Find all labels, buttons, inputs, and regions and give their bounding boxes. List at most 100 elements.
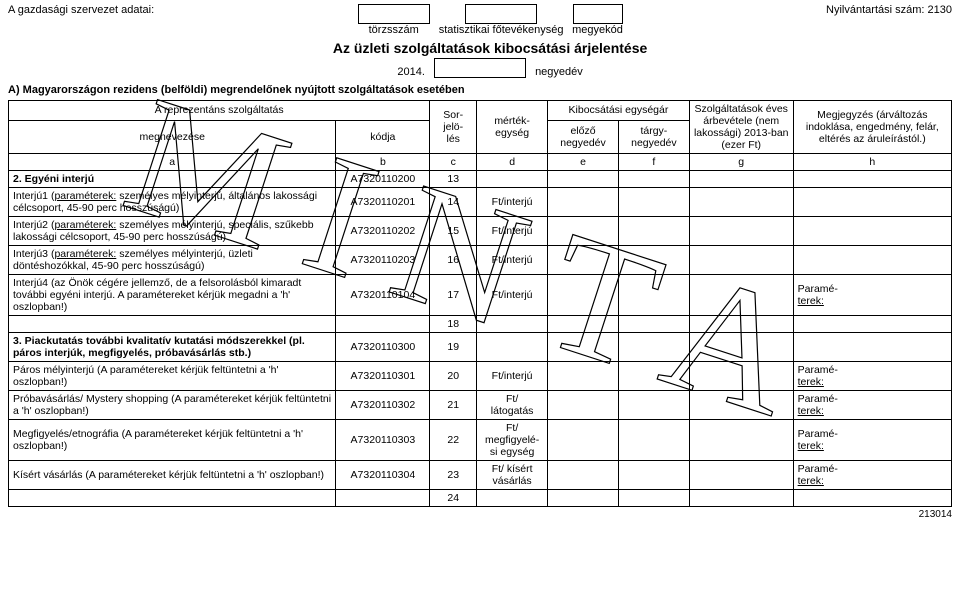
header-row: A gazdasági szervezet adatai: törzsszám … [8,4,952,78]
cell-sorszam: 24 [430,490,477,507]
cell-targy [618,171,689,188]
th-mertekegyseg: mérték- egység [477,101,548,154]
cell-notes [793,246,951,275]
quarter-box[interactable] [434,58,526,78]
cell-notes: Paramé-terek: [793,391,951,420]
table-row: 18 [9,316,952,333]
section-a-title: A) Magyarországon rezidens (belföldi) me… [8,84,952,96]
th-revenue: Szolgáltatások éves árbevétele (nem lako… [689,101,793,154]
registration-number: Nyilvántartási szám: 2130 [826,4,952,16]
cell-elozo [548,362,619,391]
cell-notes: Paramé-terek: [793,362,951,391]
cell-targy [618,333,689,362]
th-letter-e: e [548,154,619,171]
cell-kod: A7320110301 [336,362,430,391]
fotevekenyseg-box[interactable] [465,4,537,24]
table-row: Interjú2 (paraméterek: személyes mélyint… [9,217,952,246]
cell-targy [618,362,689,391]
cell-notes: Paramé-terek: [793,420,951,461]
th-unitprice: Kibocsátási egységár [548,101,690,121]
cell-notes [793,316,951,333]
cell-revenue [689,362,793,391]
th-megnevezes: megnevezése [9,120,336,153]
table-row: Interjú3 (paraméterek: személyes mélyint… [9,246,952,275]
box1-group: törzsszám [352,4,436,36]
cell-elozo [548,461,619,490]
cell-megnevezes: 2. Egyéni interjú [9,171,336,188]
th-targy: tárgy- negyedév [618,120,689,153]
cell-sorszam: 17 [430,275,477,316]
th-notes: Megjegyzés (árváltozás indoklása, engedm… [793,101,951,154]
cell-elozo [548,316,619,333]
box1-label: törzsszám [369,24,419,36]
box3-label: megyekód [572,24,623,36]
cell-kod: A7320110304 [336,461,430,490]
megyekod-box[interactable] [573,4,623,24]
year-text: 2014. [397,66,425,78]
cell-megnevezes [9,490,336,507]
cell-sorszam: 20 [430,362,477,391]
table-row: 24 [9,490,952,507]
cell-elozo [548,188,619,217]
cell-notes [793,490,951,507]
cell-elozo [548,246,619,275]
cell-kod: A7320110202 [336,217,430,246]
th-letter-a: a [9,154,336,171]
cell-elozo [548,391,619,420]
cell-megnevezes: Interjú3 (paraméterek: személyes mélyint… [9,246,336,275]
cell-megnevezes: Kísért vásárlás (A paramétereket kérjük … [9,461,336,490]
cell-mertek: Ft/interjú [477,217,548,246]
cell-megnevezes: 3. Piackutatás további kvalitatív kutatá… [9,333,336,362]
cell-mertek [477,333,548,362]
cell-mertek: Ft/ megfigyelé- si egység [477,420,548,461]
cell-elozo [548,420,619,461]
cell-megnevezes: Páros mélyinterjú (A paramétereket kérjü… [9,362,336,391]
cell-megnevezes: Próbavásárlás/ Mystery shopping (A param… [9,391,336,420]
cell-notes [793,171,951,188]
cell-targy [618,275,689,316]
table-row: Kísért vásárlás (A paramétereket kérjük … [9,461,952,490]
cell-mertek: Ft/interjú [477,246,548,275]
cell-sorszam: 23 [430,461,477,490]
cell-kod [336,316,430,333]
cell-targy [618,490,689,507]
cell-megnevezes: Megfigyelés/etnográfia (A paramétereket … [9,420,336,461]
cell-targy [618,391,689,420]
cell-kod [336,490,430,507]
cell-mertek: Ft/interjú [477,188,548,217]
th-letter-g: g [689,154,793,171]
cell-notes [793,188,951,217]
cell-mertek: Ft/ látogatás [477,391,548,420]
box2-group: statisztikai főtevékenység [439,4,564,36]
cell-kod: A7320110203 [336,246,430,275]
cell-mertek [477,490,548,507]
cell-revenue [689,420,793,461]
cell-sorszam: 13 [430,171,477,188]
cell-notes: Paramé-terek: [793,461,951,490]
cell-mertek [477,171,548,188]
cell-sorszam: 16 [430,246,477,275]
th-service: A reprezentáns szolgáltatás [9,101,430,121]
cell-revenue [689,188,793,217]
table-row: 2. Egyéni interjúA732011020013 [9,171,952,188]
table-row: Interjú1 (paraméterek: személyes mélyint… [9,188,952,217]
cell-notes [793,217,951,246]
cell-megnevezes: Interjú2 (paraméterek: személyes mélyint… [9,217,336,246]
cell-elozo [548,171,619,188]
th-elozo: előző negyedév [548,120,619,153]
th-letter-f: f [618,154,689,171]
table-row: Interjú4 (az Önök cégére jellemző, de a … [9,275,952,316]
cell-revenue [689,275,793,316]
th-letter-c: c [430,154,477,171]
cell-revenue [689,461,793,490]
cell-targy [618,420,689,461]
cell-kod: A7320110303 [336,420,430,461]
cell-targy [618,246,689,275]
cell-megnevezes: Interjú4 (az Önök cégére jellemző, de a … [9,275,336,316]
cell-kod: A7320110302 [336,391,430,420]
quarter-label: negyedév [535,66,583,78]
torzsszam-box[interactable] [358,4,430,24]
cell-revenue [689,333,793,362]
cell-revenue [689,246,793,275]
cell-revenue [689,316,793,333]
